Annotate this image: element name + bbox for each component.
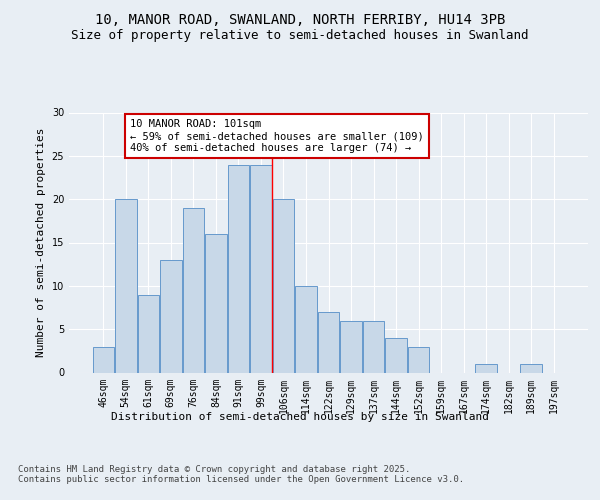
Bar	[520, 364, 542, 372]
Text: 10 MANOR ROAD: 101sqm
← 59% of semi-detached houses are smaller (109)
40% of sem: 10 MANOR ROAD: 101sqm ← 59% of semi-deta…	[130, 120, 424, 152]
Bar	[228, 164, 249, 372]
Text: Size of property relative to semi-detached houses in Swanland: Size of property relative to semi-detach…	[71, 29, 529, 42]
Bar	[295, 286, 317, 372]
Bar	[340, 320, 362, 372]
Bar	[115, 199, 137, 372]
Bar	[137, 294, 159, 372]
Bar	[475, 364, 497, 372]
Bar	[250, 164, 272, 372]
Text: Contains HM Land Registry data © Crown copyright and database right 2025.
Contai: Contains HM Land Registry data © Crown c…	[18, 465, 464, 484]
Y-axis label: Number of semi-detached properties: Number of semi-detached properties	[36, 128, 46, 357]
Bar	[92, 346, 114, 372]
Bar	[273, 199, 294, 372]
Bar	[160, 260, 182, 372]
Bar	[385, 338, 407, 372]
Bar	[318, 312, 339, 372]
Bar	[205, 234, 227, 372]
Text: 10, MANOR ROAD, SWANLAND, NORTH FERRIBY, HU14 3PB: 10, MANOR ROAD, SWANLAND, NORTH FERRIBY,…	[95, 12, 505, 26]
Bar	[363, 320, 384, 372]
Bar	[408, 346, 429, 372]
Text: Distribution of semi-detached houses by size in Swanland: Distribution of semi-detached houses by …	[111, 412, 489, 422]
Bar	[182, 208, 204, 372]
